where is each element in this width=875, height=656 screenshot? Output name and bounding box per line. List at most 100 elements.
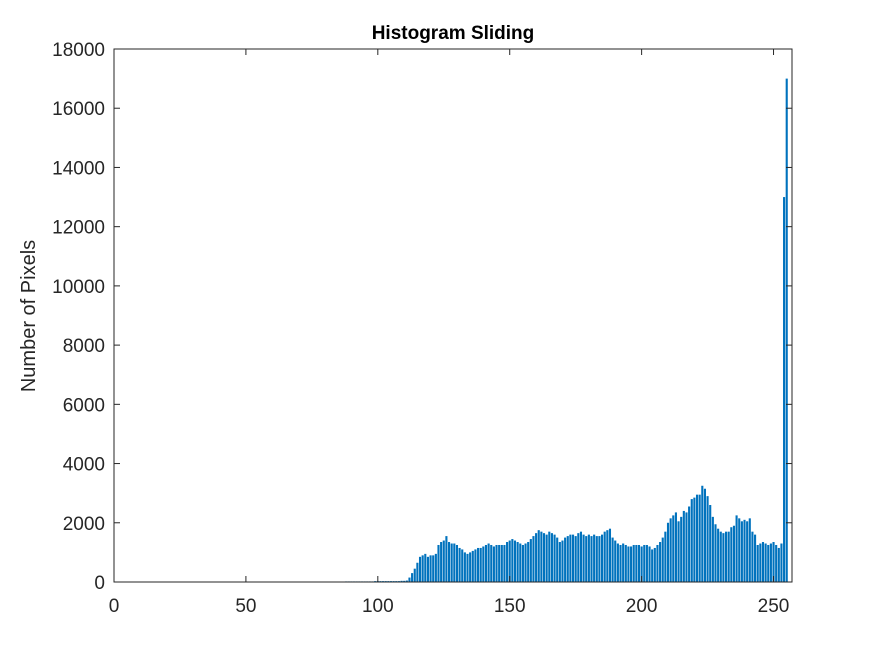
histogram-bar — [418, 556, 422, 582]
histogram-bar — [587, 534, 590, 582]
histogram-bar — [487, 543, 490, 582]
histogram-bar — [659, 542, 662, 582]
histogram-bar — [732, 525, 736, 582]
histogram-bar — [445, 536, 448, 582]
histogram-bar — [484, 544, 488, 582]
histogram-bar — [405, 580, 408, 582]
histogram-bar — [754, 534, 757, 582]
histogram-bar — [490, 544, 493, 582]
histogram-bar — [511, 539, 514, 582]
histogram-bar — [582, 534, 585, 582]
histogram-bar — [738, 518, 741, 582]
histogram-bar — [421, 555, 424, 582]
y-tick-label: 16000 — [52, 99, 105, 120]
y-tick-label: 18000 — [52, 40, 105, 61]
histogram-bar — [601, 534, 604, 582]
histogram-bar — [411, 573, 414, 582]
histogram-bar — [432, 555, 435, 582]
y-tick-label: 6000 — [63, 395, 105, 416]
x-tick-label: 250 — [758, 596, 790, 617]
histogram-bar — [426, 556, 429, 582]
histogram-bar — [619, 544, 622, 582]
histogram-bar — [693, 497, 696, 582]
histogram-bar — [622, 543, 625, 582]
histogram-bar — [664, 531, 667, 582]
histogram-bar — [709, 505, 712, 582]
histogram-bar — [492, 546, 495, 582]
y-axis-label: Number of Pixels — [18, 240, 40, 392]
histogram-bar — [561, 540, 564, 582]
histogram-bar — [482, 546, 485, 582]
x-tick-label: 150 — [494, 596, 526, 617]
histogram-bar — [429, 555, 432, 582]
histogram-bar — [730, 527, 733, 582]
histogram-bar — [719, 531, 722, 582]
histogram-bar — [450, 543, 453, 582]
histogram-bar — [672, 515, 675, 583]
histogram-bar — [706, 496, 709, 582]
histogram-bar — [513, 540, 517, 582]
histogram-bar — [466, 553, 469, 582]
histogram-bar — [574, 536, 577, 582]
histogram-bar — [400, 580, 403, 582]
histogram-bar — [616, 543, 619, 582]
histogram-bar — [529, 539, 532, 582]
histogram-bar — [527, 542, 530, 582]
histogram-bar — [564, 537, 567, 582]
histogram-bar — [640, 546, 643, 582]
histogram-bar — [548, 531, 551, 582]
histogram-bar — [569, 534, 572, 582]
histogram-bar — [761, 542, 765, 582]
histogram-bar — [661, 537, 664, 582]
x-tick-label: 200 — [626, 596, 658, 617]
histogram-bar — [413, 568, 416, 582]
histogram-bar — [608, 528, 612, 582]
histogram-bar — [666, 522, 670, 582]
y-axis-ticks: 0 2000 4000 6000 8000 10000 12000 14000 16000 180… — [52, 40, 792, 594]
histogram-bar — [783, 197, 786, 582]
y-tick-label: 8000 — [63, 336, 105, 357]
histogram-bar — [440, 542, 443, 582]
y-tick-label: 12000 — [52, 218, 105, 239]
histogram-bar — [521, 544, 524, 582]
histogram-bar — [463, 552, 466, 582]
histogram-bar — [645, 544, 648, 582]
histogram-bar — [735, 515, 738, 583]
plot-area — [114, 49, 792, 582]
histogram-bar — [571, 534, 575, 582]
histogram-bar — [542, 533, 546, 582]
x-tick-label: 100 — [362, 596, 394, 617]
histogram-bar — [535, 533, 538, 582]
histogram-bar — [656, 544, 659, 582]
histogram-bar — [767, 544, 770, 582]
histogram-bar — [477, 547, 480, 582]
histogram-bar — [519, 543, 522, 582]
histogram-bar — [688, 506, 691, 582]
histogram-bar — [759, 543, 762, 582]
histogram-bar — [643, 544, 646, 582]
histogram-bar — [780, 543, 783, 582]
histogram-bar — [461, 549, 464, 582]
histogram-bar — [674, 512, 677, 582]
histogram-bar — [722, 533, 725, 582]
histogram-bar — [703, 488, 706, 582]
axes-box — [113, 48, 793, 583]
histogram-bar — [669, 518, 672, 582]
y-tick-label: 2000 — [63, 514, 105, 535]
histogram-bar — [447, 542, 451, 582]
histogram-bar — [740, 521, 743, 582]
histogram-bar — [769, 543, 772, 582]
histogram-bar — [698, 494, 701, 582]
histogram-bar — [590, 536, 593, 582]
histogram-bar — [495, 544, 498, 582]
histogram-bar — [479, 547, 482, 582]
histogram-bar — [537, 530, 540, 582]
y-tick-label: 14000 — [52, 158, 105, 179]
histogram-bar — [606, 530, 609, 582]
histogram-bar — [690, 499, 693, 582]
x-tick-label: 50 — [235, 596, 256, 617]
histogram-bar — [701, 485, 704, 582]
histogram-bar — [714, 524, 717, 582]
histogram-bar — [498, 544, 501, 582]
